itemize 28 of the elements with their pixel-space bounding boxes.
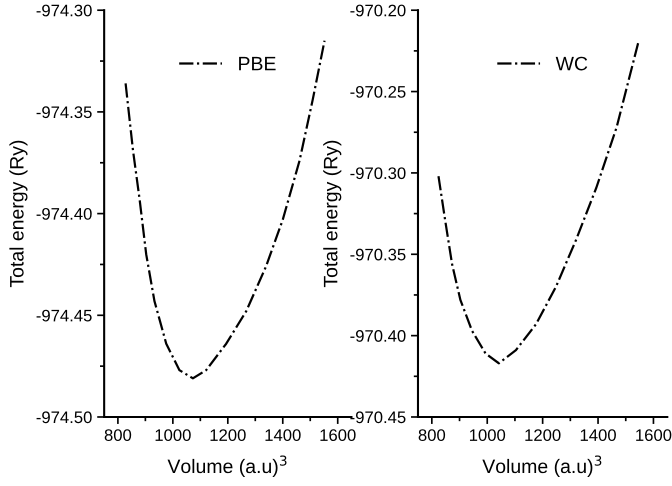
x-tick-label: 1400: [580, 429, 616, 442]
x-tick-label: 1000: [156, 429, 191, 442]
y-tick-label: -970.30: [350, 167, 406, 180]
y-tick-label: -970.40: [350, 330, 406, 342]
y-tick-label: -974.35: [36, 106, 92, 118]
x-tick-label: 1000: [470, 429, 506, 442]
x-tick-label: 1200: [210, 429, 246, 442]
y-axis-title: Total energy (Ry): [9, 140, 28, 288]
legend-label: WC: [556, 56, 588, 70]
legend-label: PBE: [239, 56, 276, 70]
y-tick-label: -974.45: [36, 310, 92, 322]
y-tick-label: -974.50: [36, 411, 92, 424]
x-tick-label: 1400: [265, 429, 301, 442]
y-tick-label: -970.35: [350, 248, 406, 260]
line-series: [437, 42, 640, 364]
x-tick-label: 1200: [525, 429, 561, 442]
x-axis-title: Volume (a.u)$^{3}$: [482, 455, 602, 478]
y-tick-label: -974.40: [36, 208, 92, 220]
y-tick-label: -970.20: [350, 4, 406, 16]
y-tick-label: -974.30: [36, 4, 92, 16]
x-axis-title: Volume (a.u)$^{3}$: [168, 455, 286, 478]
x-tick-label: 800: [418, 429, 446, 442]
x-tick-label: 1600: [636, 429, 672, 442]
y-tick-label: -970.25: [350, 86, 406, 98]
y-tick-label: -970.45: [350, 411, 406, 424]
y-axis-title: Total energy (Ry): [323, 140, 342, 288]
x-tick-label: 800: [104, 429, 132, 442]
x-tick-label: 1600: [320, 429, 356, 442]
